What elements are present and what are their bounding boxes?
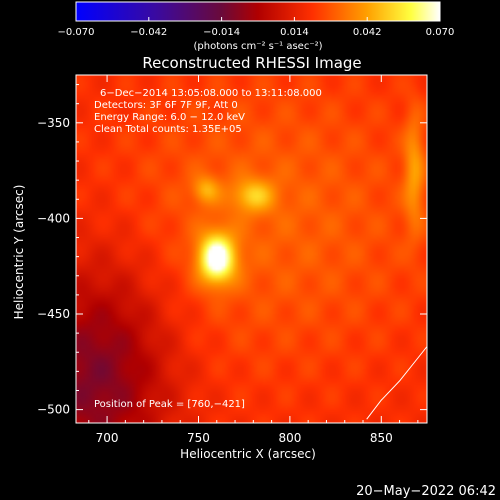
colorbar-tick-label: −0.070 bbox=[57, 27, 94, 38]
x-tick-label: 700 bbox=[96, 431, 119, 445]
x-tick-label: 750 bbox=[187, 431, 210, 445]
annotation-line: 6−Dec−2014 13:05:08.000 to 13:11:08.000 bbox=[100, 88, 322, 99]
chart-title: Reconstructed RHESSI Image bbox=[142, 54, 361, 72]
y-tick-label: −450 bbox=[37, 307, 70, 321]
y-axis-label: Heliocentric Y (arcsec) bbox=[12, 185, 26, 320]
heatmap-image bbox=[76, 75, 427, 423]
x-axis-ticks: 700 750 800 850 bbox=[88, 75, 419, 445]
colorbar-units: (photons cm⁻² s⁻¹ asec⁻²) bbox=[193, 41, 322, 52]
limb-curve bbox=[366, 346, 427, 420]
annotation-line: Clean Total counts: 1.35E+05 bbox=[94, 124, 242, 135]
colorbar-tick-label: 0.070 bbox=[426, 27, 455, 38]
colorbar bbox=[75, 1, 441, 22]
info-annotations: 6−Dec−2014 13:05:08.000 to 13:11:08.000D… bbox=[94, 88, 322, 135]
y-axis-ticks: −350 −400 −450 −500 bbox=[37, 84, 427, 417]
x-tick-label: 850 bbox=[370, 431, 393, 445]
timestamp: 20−May−2022 06:42 bbox=[356, 484, 496, 499]
annotation-line: Detectors: 3F 6F 7F 9F, Att 0 bbox=[94, 100, 238, 111]
plot-frame bbox=[75, 74, 428, 424]
annotation-line: Energy Range: 6.0 − 12.0 keV bbox=[94, 112, 245, 123]
x-axis-label: Heliocentric X (arcsec) bbox=[180, 447, 316, 461]
colorbar-tick-label: −0.042 bbox=[130, 27, 167, 38]
peak-position-text: Position of Peak = [760,−421] bbox=[94, 399, 245, 410]
colorbar-ticks: −0.070 −0.042 −0.014 0.014 0.042 0.070 bbox=[57, 17, 454, 38]
y-tick-label: −500 bbox=[37, 403, 70, 417]
y-tick-label: −400 bbox=[37, 211, 70, 225]
y-tick-label: −350 bbox=[37, 116, 70, 130]
x-tick-label: 800 bbox=[278, 431, 301, 445]
colorbar-tick-label: 0.042 bbox=[353, 27, 382, 38]
colorbar-tick-label: 0.014 bbox=[280, 27, 309, 38]
colorbar-tick-label: −0.014 bbox=[203, 27, 240, 38]
